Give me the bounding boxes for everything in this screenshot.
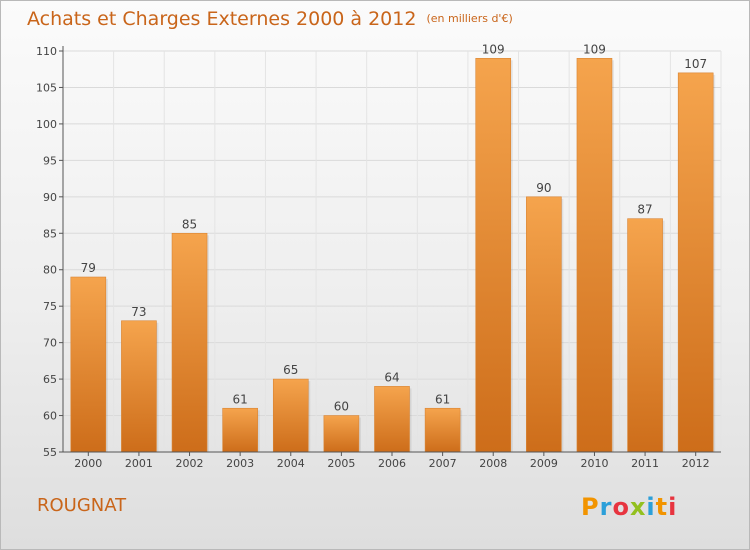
bar-value-label: 109	[482, 42, 505, 56]
y-tick-label: 60	[43, 410, 57, 423]
place-name: ROUGNAT	[37, 495, 127, 516]
bar	[171, 232, 208, 453]
y-tick-label: 75	[43, 300, 57, 313]
x-tick-label: 2008	[479, 457, 507, 470]
logo-letter: r	[599, 493, 613, 521]
x-tick-label: 2010	[580, 457, 608, 470]
bar	[627, 218, 663, 453]
chart-title: Achats et Charges Externes 2000 à 2012 (e…	[27, 8, 513, 30]
bars	[70, 57, 716, 453]
y-tick-label: 90	[43, 191, 57, 204]
bar-value-label: 65	[283, 363, 298, 377]
bar-value-label: 107	[684, 57, 707, 71]
y-tick-label: 55	[43, 446, 57, 459]
y-tick-label: 100	[36, 118, 57, 131]
x-tick-label: 2000	[74, 457, 102, 470]
logo-letter: x	[629, 493, 647, 521]
x-tick-label: 2006	[378, 457, 406, 470]
bar-value-label: 60	[334, 400, 349, 414]
x-tick-label: 2011	[631, 457, 659, 470]
proxiti-logo[interactable]: Proxiti	[581, 493, 677, 521]
axes: 55 60 65 70 75 80 85 90 95 100 105 110 2000 2001 2002 2…	[36, 45, 721, 470]
logo-letter: o	[612, 493, 630, 521]
logo-letter: i	[646, 493, 656, 521]
bar-value-label: 61	[435, 392, 450, 406]
x-tick-label: 2002	[176, 457, 204, 470]
x-tick-label: 2004	[277, 457, 305, 470]
x-tick-label: 2005	[327, 457, 355, 470]
y-tick-label: 85	[43, 227, 57, 240]
y-tick-label: 65	[43, 373, 57, 386]
logo-letter: i	[668, 493, 678, 521]
bar-value-label: 90	[536, 181, 551, 195]
data-labels: 79 73 85 61 65 60 64 61 109 90 109 87 107	[81, 42, 707, 413]
bar	[272, 378, 309, 453]
x-tick-label: 2009	[530, 457, 558, 470]
bar-value-label: 73	[131, 305, 146, 319]
bar	[323, 415, 360, 453]
bar-value-label: 64	[384, 370, 399, 384]
bar-value-label: 109	[583, 42, 606, 56]
y-tick-label: 80	[43, 264, 57, 277]
logo-letter: P	[581, 493, 600, 521]
x-tick-label: 2001	[125, 457, 153, 470]
bar	[121, 320, 157, 453]
bar-value-label: 61	[233, 392, 248, 406]
chart-unit-label: (en milliers d'€)	[426, 12, 513, 25]
bar	[526, 196, 562, 453]
y-tick-label: 70	[43, 337, 57, 350]
x-tick-label: 2007	[429, 457, 457, 470]
bar-value-label: 85	[182, 217, 197, 231]
bar-value-label: 87	[637, 203, 652, 217]
bar	[475, 57, 512, 453]
logo-letter: t	[655, 493, 669, 521]
y-tick-label: 105	[36, 81, 57, 94]
x-tick-label: 2003	[226, 457, 254, 470]
bar-value-label: 79	[81, 261, 96, 275]
y-tick-label: 95	[43, 154, 57, 167]
x-tick-label: 2012	[682, 457, 710, 470]
bar	[374, 386, 410, 453]
bar	[70, 276, 107, 453]
bar	[424, 407, 461, 453]
bar	[576, 57, 613, 453]
chart-title-text: Achats et Charges Externes 2000 à 2012	[27, 8, 417, 30]
y-tick-label: 110	[36, 45, 57, 58]
bar	[222, 407, 258, 453]
bar	[677, 72, 714, 453]
